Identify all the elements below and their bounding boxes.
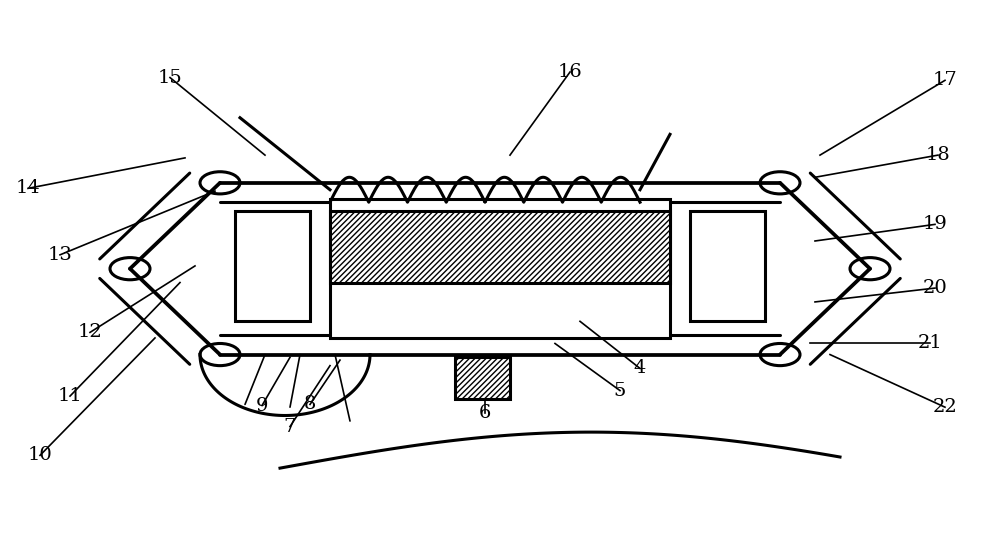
Text: 5: 5 [614,382,626,399]
Bar [235,211,310,321]
Text: 12: 12 [78,324,102,341]
Bar [690,211,765,321]
Text: 13: 13 [48,246,72,264]
Text: 4: 4 [634,360,646,377]
Text: 9: 9 [256,397,268,414]
Text: 15: 15 [158,69,182,86]
Text: 16: 16 [558,63,582,81]
Text: 10: 10 [28,447,52,464]
Bar [330,199,670,338]
Text: 19: 19 [923,216,947,233]
Text: 6: 6 [479,404,491,422]
Bar [455,357,510,399]
Text: 14: 14 [16,179,40,197]
Text: 17: 17 [933,71,957,89]
Text: 11: 11 [58,387,82,405]
Text: 20: 20 [923,279,947,297]
Bar [330,211,670,283]
Text: 21: 21 [918,335,942,352]
Text: 18: 18 [926,146,950,164]
Text: 7: 7 [284,418,296,435]
Text: 22: 22 [933,398,957,416]
Text: 8: 8 [304,396,316,413]
